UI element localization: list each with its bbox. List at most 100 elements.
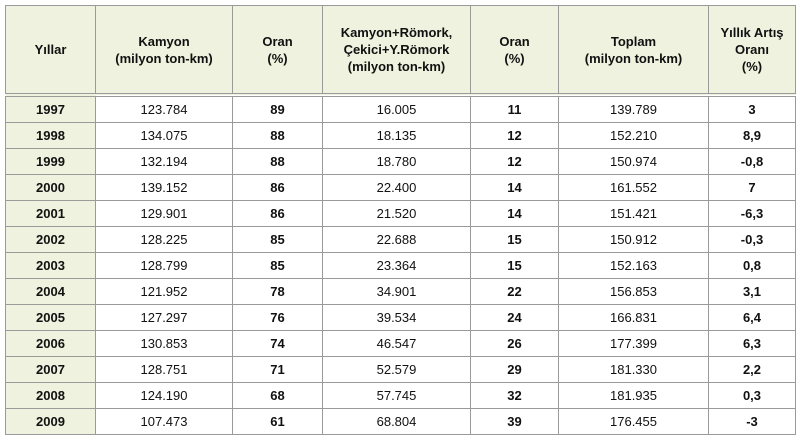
data-cell: 107.473 — [95, 408, 233, 435]
data-cell: -6,3 — [708, 200, 796, 227]
data-cell: 88 — [232, 148, 323, 175]
header-text: (milyon ton-km) — [347, 59, 446, 74]
data-cell: 34.901 — [322, 278, 471, 305]
data-cell: 128.799 — [95, 252, 233, 279]
data-cell: 150.912 — [558, 226, 709, 253]
data-cell: 29 — [470, 356, 559, 383]
header-cell: Oran (%) — [470, 5, 559, 97]
data-cell: 68 — [232, 382, 323, 409]
data-cell: 15 — [470, 252, 559, 279]
header-cell: Kamyon (milyon ton-km) — [95, 5, 233, 97]
data-cell: 181.935 — [558, 382, 709, 409]
table-row: 2009 107.473 61 68.804 39 176.455 -3 — [5, 408, 796, 435]
data-cell: 11 — [470, 94, 559, 123]
header-text: Oran — [262, 33, 293, 49]
data-cell: 39 — [470, 408, 559, 435]
data-cell: 6,4 — [708, 304, 796, 331]
table-body: 1997 123.784 89 16.005 11 139.789 3 1998 134.075… — [5, 94, 796, 435]
data-cell: 161.552 — [558, 174, 709, 201]
data-cell: 18.780 — [322, 148, 471, 175]
table-row: 2000 139.152 86 22.400 14 161.552 7 — [5, 174, 796, 201]
data-table: Yıllar Kamyon (milyon ton-km) Oran (%) Kamyon… — [5, 5, 796, 435]
data-cell: 132.194 — [95, 148, 233, 175]
data-cell: 76 — [232, 304, 323, 331]
data-cell: 6,3 — [708, 330, 796, 357]
table-row: 2006 130.853 74 46.547 26 177.399 6,3 — [5, 330, 796, 357]
year-cell: 2006 — [5, 330, 96, 357]
data-cell: 123.784 — [95, 94, 233, 123]
data-cell: 52.579 — [322, 356, 471, 383]
data-cell: 156.853 — [558, 278, 709, 305]
data-cell: 3,1 — [708, 278, 796, 305]
header-text: Kamyon+Römork, — [340, 25, 453, 40]
header-cell: Yıllık Artış Oranı (%) — [708, 5, 796, 97]
header-text: (%) — [267, 50, 288, 66]
header-text: Çekici+Y.Römork — [343, 42, 450, 57]
data-cell: 74 — [232, 330, 323, 357]
data-cell: 129.901 — [95, 200, 233, 227]
data-cell: 23.364 — [322, 252, 471, 279]
header-text: Oranı — [735, 42, 769, 57]
data-cell: 152.210 — [558, 122, 709, 149]
table-row: 2002 128.225 85 22.688 15 150.912 -0,3 — [5, 226, 796, 253]
table-row: 2003 128.799 85 23.364 15 152.163 0,8 — [5, 252, 796, 279]
data-cell: 61 — [232, 408, 323, 435]
data-cell: 89 — [232, 94, 323, 123]
data-cell: 14 — [470, 200, 559, 227]
data-cell: 39.534 — [322, 304, 471, 331]
data-cell: 2,2 — [708, 356, 796, 383]
header-text: Toplam — [610, 33, 657, 49]
data-cell: 12 — [470, 122, 559, 149]
data-cell: 32 — [470, 382, 559, 409]
header-text: (milyon ton-km) — [115, 50, 213, 66]
data-cell: 151.421 — [558, 200, 709, 227]
year-cell: 1997 — [5, 94, 96, 123]
data-cell: 85 — [232, 226, 323, 253]
data-cell: 46.547 — [322, 330, 471, 357]
data-cell: 152.163 — [558, 252, 709, 279]
data-cell: 57.745 — [322, 382, 471, 409]
year-cell: 1999 — [5, 148, 96, 175]
table-row: 2001 129.901 86 21.520 14 151.421 -6,3 — [5, 200, 796, 227]
data-cell: 128.225 — [95, 226, 233, 253]
data-cell: 21.520 — [322, 200, 471, 227]
header-text: (milyon ton-km) — [584, 50, 683, 66]
table-row: 1999 132.194 88 18.780 12 150.974 -0,8 — [5, 148, 796, 175]
header-text: (%) — [741, 59, 763, 74]
header-cell: Yıllar — [5, 5, 96, 97]
header-text: Kamyon — [138, 33, 190, 49]
header-text: (%) — [504, 50, 525, 66]
data-cell: 127.297 — [95, 304, 233, 331]
data-cell: 139.789 — [558, 94, 709, 123]
year-cell: 1998 — [5, 122, 96, 149]
data-cell: -3 — [708, 408, 796, 435]
data-cell: -0,8 — [708, 148, 796, 175]
year-cell: 2009 — [5, 408, 96, 435]
table-row: 2008 124.190 68 57.745 32 181.935 0,3 — [5, 382, 796, 409]
data-cell: 22.688 — [322, 226, 471, 253]
data-cell: 139.152 — [95, 174, 233, 201]
header-text: Oran — [499, 33, 530, 49]
header-cell: Oran (%) — [232, 5, 323, 97]
data-cell: 26 — [470, 330, 559, 357]
year-cell: 2001 — [5, 200, 96, 227]
data-cell: 176.455 — [558, 408, 709, 435]
year-cell: 2002 — [5, 226, 96, 253]
data-cell: 86 — [232, 200, 323, 227]
data-cell: 24 — [470, 304, 559, 331]
data-cell: 12 — [470, 148, 559, 175]
data-cell: 22.400 — [322, 174, 471, 201]
data-cell: 8,9 — [708, 122, 796, 149]
data-cell: 14 — [470, 174, 559, 201]
table-row: 1997 123.784 89 16.005 11 139.789 3 — [5, 94, 796, 123]
data-cell: 166.831 — [558, 304, 709, 331]
data-cell: 181.330 — [558, 356, 709, 383]
data-cell: 177.399 — [558, 330, 709, 357]
data-cell: 3 — [708, 94, 796, 123]
data-cell: 16.005 — [322, 94, 471, 123]
data-cell: 121.952 — [95, 278, 233, 305]
data-cell: 128.751 — [95, 356, 233, 383]
data-cell: 85 — [232, 252, 323, 279]
data-cell: 22 — [470, 278, 559, 305]
table-row: 2007 128.751 71 52.579 29 181.330 2,2 — [5, 356, 796, 383]
